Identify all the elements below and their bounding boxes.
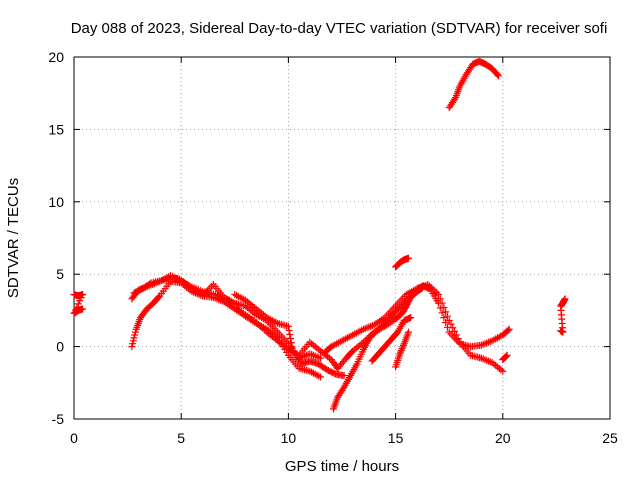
data-point — [442, 308, 450, 316]
y-axis-label: SDTVAR / TECUs — [5, 178, 22, 298]
data-point — [77, 294, 85, 302]
data-point — [429, 285, 437, 293]
data-point — [438, 309, 446, 317]
x-tick-label: 20 — [495, 430, 511, 446]
data-point — [404, 328, 412, 336]
x-tick-label: 0 — [70, 430, 78, 446]
data-point — [399, 341, 407, 349]
data-point — [505, 325, 513, 333]
data-point — [451, 327, 459, 335]
x-axis-label: GPS time / hours — [285, 458, 399, 475]
y-tick-label: -5 — [52, 411, 65, 427]
y-tick-label: 10 — [48, 194, 64, 210]
data-point — [79, 305, 87, 313]
data-point — [398, 345, 406, 353]
data-point — [287, 335, 295, 343]
data-point — [447, 320, 455, 328]
data-point — [285, 326, 293, 334]
data-point — [502, 353, 510, 361]
data-point — [286, 331, 294, 339]
grid — [74, 57, 610, 419]
data-point — [399, 343, 407, 351]
data-point — [317, 373, 325, 381]
data-point — [451, 95, 459, 103]
x-tick-label: 15 — [388, 430, 404, 446]
data-point — [438, 299, 446, 307]
data-point — [502, 352, 510, 360]
data-point — [417, 285, 425, 293]
data-point — [440, 314, 448, 322]
data-point — [504, 326, 512, 334]
data-point — [288, 343, 296, 351]
data-point — [287, 339, 295, 347]
y-tick-label: 0 — [56, 339, 64, 355]
y-tick-label: 5 — [56, 266, 64, 282]
data-point — [449, 324, 457, 332]
data-point — [407, 314, 415, 322]
data-point — [416, 286, 424, 294]
data-points — [70, 57, 569, 413]
data-point — [404, 254, 412, 262]
data-point — [397, 348, 405, 356]
y-tick-label: 20 — [48, 49, 64, 65]
data-point — [503, 351, 511, 359]
data-point — [442, 318, 450, 326]
data-point — [317, 354, 325, 362]
data-point — [493, 71, 501, 79]
data-point — [454, 335, 462, 343]
y-tick-label: 15 — [48, 121, 64, 137]
x-tick-label: 25 — [602, 430, 618, 446]
data-point — [495, 72, 503, 80]
data-point — [445, 317, 453, 325]
data-point — [499, 367, 507, 375]
data-point — [340, 372, 348, 380]
data-point — [434, 290, 442, 298]
data-point — [339, 385, 347, 393]
data-point — [284, 322, 292, 330]
data-point — [146, 280, 154, 288]
data-point — [436, 295, 444, 303]
data-point — [155, 293, 163, 301]
data-point — [440, 304, 448, 312]
data-point — [397, 346, 405, 354]
data-point — [74, 300, 82, 308]
chart-title: Day 088 of 2023, Sidereal Day-to-day VTE… — [71, 20, 608, 37]
x-tick-label: 5 — [177, 430, 185, 446]
ticks: 0 5 10 15 20 25 -5 0 5 10 15 20 — [48, 49, 618, 446]
plot-frame — [73, 56, 611, 420]
data-point — [76, 297, 84, 305]
data-point — [79, 290, 87, 298]
data-point — [561, 295, 569, 303]
data-point — [452, 331, 460, 339]
data-point — [443, 312, 451, 320]
x-tick-label: 10 — [281, 430, 297, 446]
data-point — [396, 350, 404, 358]
